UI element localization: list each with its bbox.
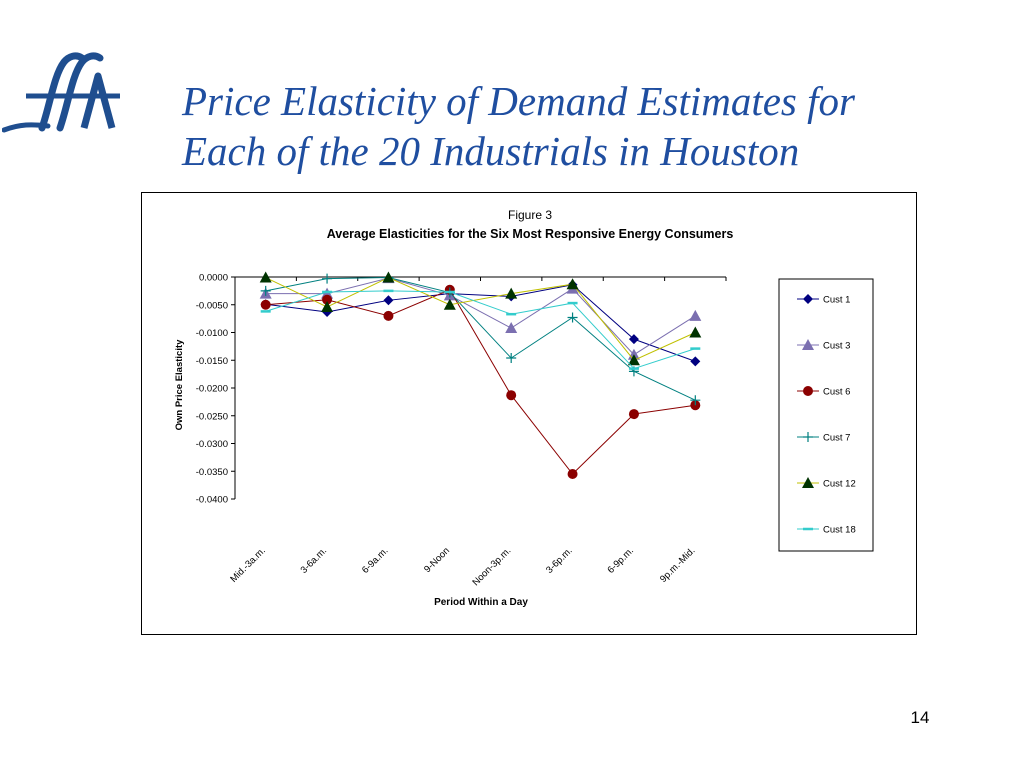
slide-title: Price Elasticity of Demand Estimates for…	[182, 76, 982, 176]
chart-frame: Figure 3 Average Elasticities for the Si…	[141, 192, 917, 635]
data-point	[383, 310, 394, 321]
data-point	[803, 294, 813, 304]
legend-entry: Cust 12	[797, 477, 856, 490]
y-tick-label: -0.0250	[196, 411, 228, 422]
series-line	[265, 277, 696, 356]
series-cust-18	[260, 289, 701, 370]
data-point	[322, 273, 333, 284]
legend-label: Cust 7	[823, 433, 850, 444]
slide-title-line-1: Price Elasticity of Demand Estimates for	[182, 78, 855, 124]
y-tick-label: -0.0200	[196, 384, 228, 395]
data-point	[260, 285, 271, 296]
series-line	[265, 284, 696, 362]
x-tick-label: Noon-3p.m.	[470, 545, 513, 588]
legend-label: Cust 6	[823, 387, 850, 398]
data-point	[567, 312, 578, 323]
data-point	[260, 299, 271, 310]
data-point	[506, 390, 517, 401]
legend-label: Cust 18	[823, 525, 856, 536]
y-axis-label: Own Price Elasticity	[174, 339, 185, 431]
x-tick-label: Mid.-3a.m.	[228, 545, 268, 585]
x-tick-label: 9-Noon	[422, 545, 452, 575]
series-cust-12	[259, 271, 702, 366]
series-cust-3	[259, 272, 702, 360]
company-logo	[2, 52, 120, 133]
y-tick-label: -0.0300	[196, 439, 228, 450]
data-point	[690, 356, 701, 367]
y-tick-label: 0.0000	[199, 273, 228, 284]
series-line	[265, 290, 696, 370]
chart-title: Average Elasticities for the Six Most Re…	[327, 227, 734, 241]
legend-entry: Cust 3	[797, 339, 850, 352]
data-point	[259, 271, 272, 283]
chart-legend: Cust 1 Cust 3 Cust 6 Cust 7 Cust 12 Cust 18	[778, 278, 874, 552]
chart-series	[259, 271, 702, 480]
legend-label: Cust 1	[823, 295, 850, 306]
legend-entry: Cust 7	[797, 432, 850, 444]
data-point	[689, 309, 702, 321]
data-point	[627, 354, 640, 366]
chart-axes: 0.0000 -0.0050 -0.0100 -0.0150 -0.0200 -0.025…	[196, 273, 727, 588]
y-tick-label: -0.0150	[196, 356, 228, 367]
legend-entry: Cust 1	[797, 294, 850, 306]
series-line	[265, 277, 696, 361]
data-point	[506, 353, 517, 364]
data-point	[802, 339, 814, 350]
series-line	[265, 289, 696, 475]
data-point	[628, 409, 639, 420]
data-point	[443, 298, 456, 310]
data-point	[802, 477, 814, 488]
data-point	[505, 322, 518, 334]
x-axis-label: Period Within a Day	[434, 597, 528, 608]
x-tick-label: 3-6a.m.	[299, 545, 330, 576]
y-tick-label: -0.0100	[196, 328, 228, 339]
data-point	[803, 432, 813, 442]
data-point	[689, 326, 702, 338]
data-point	[803, 386, 813, 396]
legend-entry: Cust 6	[797, 386, 850, 398]
legend-label: Cust 12	[823, 479, 856, 490]
slide-title-line-2: Each of the 20 Industrials in Houston	[182, 128, 800, 174]
data-point	[690, 395, 701, 406]
series-line	[265, 277, 696, 401]
data-point	[322, 294, 333, 305]
elasticity-line-chart: Figure 3 Average Elasticities for the Si…	[174, 208, 874, 608]
y-tick-label: -0.0050	[196, 300, 228, 311]
data-point	[505, 287, 518, 299]
data-point	[567, 469, 578, 480]
legend-label: Cust 3	[823, 341, 850, 352]
x-tick-label: 3-6p.m.	[544, 545, 575, 576]
figure-label: Figure 3	[508, 208, 552, 222]
x-tick-label: 6-9a.m.	[360, 545, 391, 576]
legend-entry: Cust 18	[797, 525, 856, 536]
x-tick-label: 9p.m.-Mid.	[658, 545, 698, 585]
data-point	[566, 278, 579, 290]
page-number: 14	[910, 708, 930, 727]
y-tick-label: -0.0400	[196, 495, 228, 506]
data-point	[382, 271, 395, 283]
data-point	[628, 334, 639, 345]
x-tick-label: 6-9p.m.	[605, 545, 636, 576]
data-point	[383, 295, 394, 306]
data-point	[321, 300, 334, 312]
y-tick-label: -0.0350	[196, 467, 228, 478]
